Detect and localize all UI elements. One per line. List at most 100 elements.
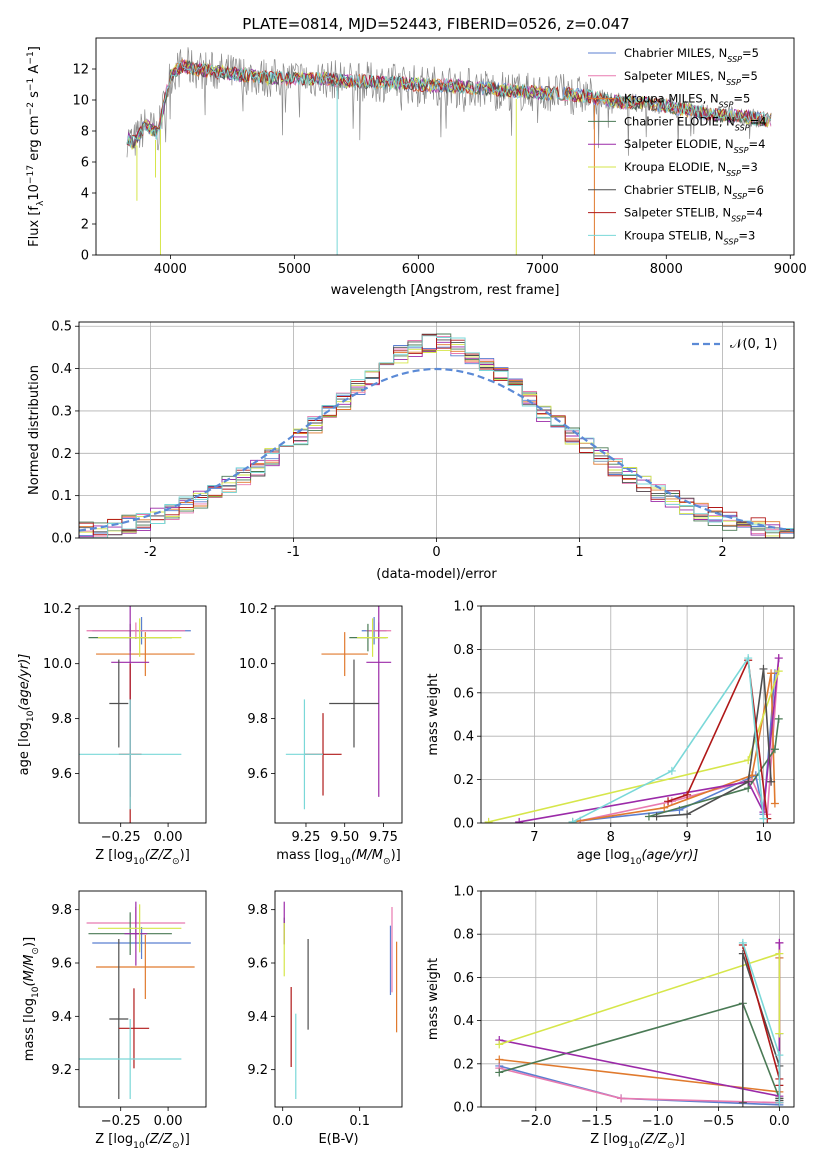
y-tick-label: 2 [81, 218, 89, 233]
legend-label-part: Kroupa ELODIE, N [624, 160, 726, 174]
histogram-salpeter-stelib [79, 334, 794, 538]
y-tick-label: 9.2 [247, 1063, 268, 1078]
weight-marker [617, 1094, 626, 1103]
legend-label-part: SSP [724, 237, 739, 246]
panel-frame [480, 605, 795, 824]
panel-ticks: 0.0 0.1 9.2 9.4 9.6 9.8 [247, 903, 370, 1129]
x-tick-label: -1 [287, 545, 300, 560]
weight-marker [495, 1055, 504, 1064]
panel-plot-area [495, 938, 784, 1107]
weight-marker [775, 1098, 784, 1107]
weight-marker [652, 812, 661, 821]
x-tick-label: −1.0 [642, 1114, 674, 1129]
y-tick-label: 9.6 [247, 767, 268, 782]
legend-label: 𝒩(0, 1) [730, 337, 777, 352]
x-tick-label: 9.50 [330, 830, 359, 845]
y-tick-label: 1.0 [453, 600, 474, 615]
weight-marker [738, 938, 747, 947]
y-axis-label-part: (M/M [22, 955, 37, 987]
x-axis-label-part: ⊙ [172, 857, 180, 867]
y-tick-label: 9.8 [247, 712, 268, 727]
legend-label: Chabrier ELODIE, NSSP=4 [624, 114, 767, 131]
y-axis-label: mass weight [426, 958, 441, 1040]
legend-label-part: =4 [748, 137, 765, 151]
y-axis-label: age [log10(age/yr)] [17, 654, 36, 776]
weight-marker [683, 810, 692, 819]
y-tick-label: 0 [81, 249, 89, 264]
legend-label-part: Salpeter MILES, N [624, 69, 726, 83]
y-axis-label-part: −1 [26, 51, 36, 64]
y-axis-label-part: −17 [26, 165, 36, 184]
y-tick-label: 10.2 [239, 602, 268, 617]
x-axis-label-part: (Z/Z [145, 1132, 173, 1147]
x-axis-label-part: ⊙ [383, 857, 391, 867]
legend-label-part: SSP [726, 77, 741, 86]
legend-label: Kroupa MILES, NSSP=5 [624, 92, 750, 110]
panel-ticks: 7 8 9 10 0.0 0.2 0.4 0.6 0.8 1.0 [453, 600, 771, 846]
weight-line-salpeter-elodie [499, 942, 781, 1098]
x-tick-label: 1 [575, 545, 583, 560]
y-tick-label: 10 [72, 94, 89, 109]
y-axis-label-part: (age/yr)] [17, 654, 32, 711]
y-axis-label: mass [log10(M/M⊙)] [22, 937, 41, 1061]
y-tick-label: 12 [72, 63, 89, 78]
y-tick-label: 4 [81, 187, 89, 202]
y-axis-label-part: s [27, 91, 42, 102]
y-tick-label: 0.1 [51, 489, 72, 504]
panel-age_vs_Z: −0.25 0.009.69.810.010.2Z [log10(Z/Z⊙)]ag… [17, 602, 207, 867]
x-tick-label: 0.0 [769, 1114, 790, 1129]
weight-marker [664, 797, 673, 806]
x-tick-label: 5000 [278, 262, 311, 277]
panel-ticks: -2 -1 0 1 2 0.0 0.1 0.2 0.3 0.4 0.5 [51, 320, 726, 560]
y-axis-label: mass weight [426, 673, 441, 755]
y-tick-label: 9.6 [51, 957, 72, 972]
normal-distribution-curve [79, 367, 794, 532]
x-tick-label: 0.00 [154, 1114, 183, 1129]
legend-label-part: SSP [734, 146, 749, 155]
weight-marker [738, 1098, 747, 1107]
weight-line-salpeter-miles [580, 658, 780, 822]
model-spectrum-kroupa-stelib [126, 61, 772, 148]
y-tick-label: 9.8 [247, 903, 268, 918]
weight-marker [644, 812, 653, 821]
x-axis-label-part: )] [180, 848, 190, 863]
x-axis-label-part: 10 [628, 1141, 640, 1151]
x-axis-label-part: (Z/Z [640, 1132, 668, 1147]
y-axis-label-part: age [log [17, 722, 32, 775]
legend-label-part: Chabrier MILES, N [624, 46, 727, 60]
legend-label-part: SSP [727, 55, 742, 64]
x-axis-label: E(B-V) [318, 1132, 358, 1147]
y-axis-label-part: 10 [31, 986, 41, 998]
x-tick-label: −0.25 [101, 830, 141, 845]
legend-label-part: SSP [731, 214, 746, 223]
panel-frame [95, 37, 795, 256]
legend-label-part: =5 [733, 92, 750, 106]
weight-line-chabrier-stelib [742, 953, 781, 1103]
y-axis-label-part: ] [27, 46, 42, 51]
panel-weight_vs_Z: −2.0 −1.5 −1.0 −0.5 0.0 0.0 0.2 0.4 0.6 0.8 1.0 Z [… [426, 885, 795, 1151]
y-axis-label-part: −1 [26, 78, 36, 91]
x-axis-label: age [log10(age/yr)] [577, 848, 699, 867]
x-axis-label-part: ⊙ [667, 1141, 675, 1151]
legend-label-part: =6 [747, 183, 764, 197]
legend-label-part: =4 [750, 114, 767, 128]
x-axis-label-part: age [log [577, 848, 630, 863]
y-axis-label-part: 10 [27, 184, 42, 201]
y-axis-label-part: erg cm [27, 115, 42, 164]
x-tick-label: 0.1 [349, 1114, 370, 1129]
legend-label: Kroupa ELODIE, NSSP=3 [624, 160, 758, 178]
y-tick-label: 0.6 [453, 971, 474, 986]
y-tick-label: 0.4 [51, 362, 72, 377]
weight-marker [759, 664, 768, 673]
panel-plot-area [285, 606, 392, 810]
weight-marker [495, 1040, 504, 1049]
x-tick-label: −0.5 [703, 1114, 735, 1129]
x-tick-label: 0.0 [272, 1114, 293, 1129]
x-axis-label-part: (Z/Z [145, 848, 173, 863]
weight-line-chabrier-elodie [499, 1002, 781, 1099]
weight-marker [515, 817, 524, 823]
x-tick-label: 9.75 [369, 830, 398, 845]
y-tick-label: 0.6 [453, 686, 474, 701]
y-axis-label-part: ⊙ [31, 947, 41, 955]
legend-label-part: =5 [742, 46, 759, 60]
